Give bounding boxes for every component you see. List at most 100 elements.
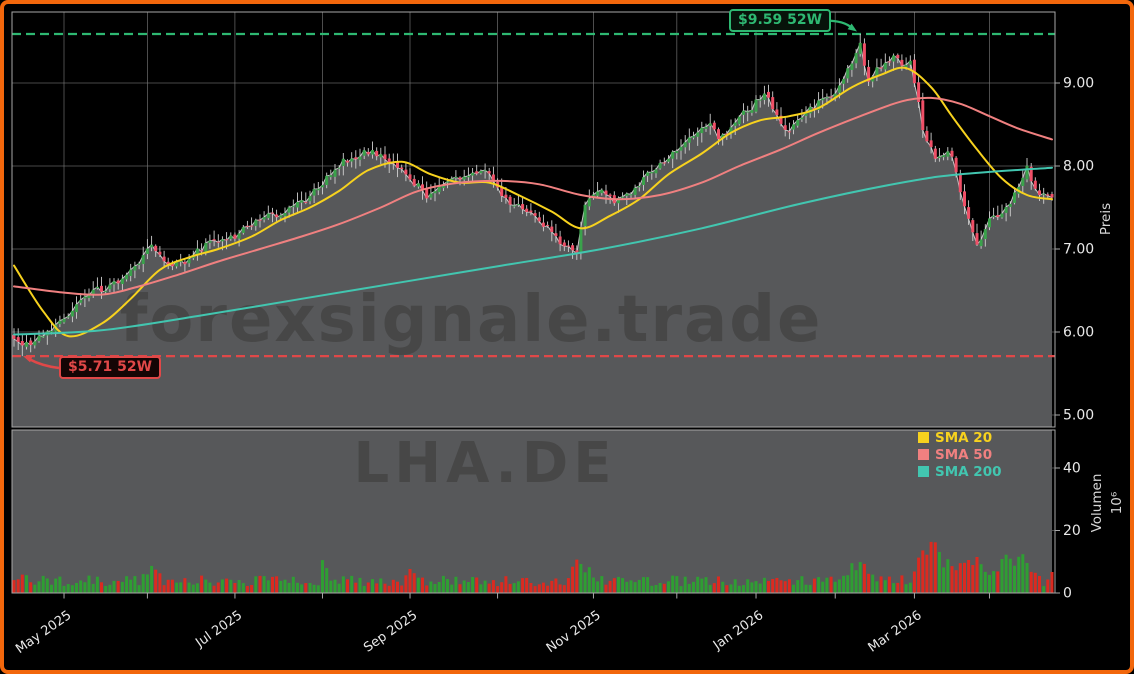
volume-bar <box>70 585 74 593</box>
volume-bar <box>1013 565 1016 593</box>
candle-body <box>896 54 900 59</box>
volume-bar <box>946 559 950 593</box>
volume-bar <box>275 576 279 593</box>
price-tick-label: 5.00 <box>1063 408 1094 424</box>
volume-bar <box>371 579 374 593</box>
volume-bar <box>829 576 833 593</box>
price-tick-label: 8.00 <box>1063 159 1094 175</box>
volume-bar <box>533 586 537 593</box>
volume-bar <box>200 575 204 593</box>
candle-body <box>479 170 483 174</box>
volume-bar <box>16 579 20 593</box>
candle-body <box>525 208 529 212</box>
candle-body <box>946 151 950 157</box>
volume-bar <box>591 577 595 593</box>
volume-bar <box>867 573 871 593</box>
volume-bar <box>354 582 358 593</box>
volume-bar <box>491 580 495 593</box>
candle-body <box>541 222 545 227</box>
volume-bar <box>804 584 808 593</box>
sma20-line <box>13 66 1053 338</box>
candle-body <box>12 334 16 339</box>
volume-bar <box>883 580 887 593</box>
volume-bar <box>229 579 233 593</box>
volume-bar <box>637 579 641 593</box>
candle-body <box>204 242 208 252</box>
candle-body <box>120 278 124 284</box>
sma-lines <box>13 66 1053 338</box>
candle-body <box>1008 203 1012 207</box>
candle-body <box>141 255 145 264</box>
volume-bar <box>454 576 458 593</box>
volume-bar <box>137 585 141 593</box>
volume-bar <box>45 578 49 593</box>
volume-bar <box>108 584 112 593</box>
candle-body <box>62 318 66 323</box>
volume-bar <box>696 576 700 593</box>
candle-body <box>29 340 33 345</box>
price-tick-label: 9.00 <box>1063 76 1094 92</box>
candle-body <box>725 133 729 135</box>
volume-bar <box>162 585 166 593</box>
candle-body <box>366 151 370 155</box>
candle-body <box>308 196 312 202</box>
volume-bar <box>762 577 766 593</box>
candle-body <box>212 239 216 241</box>
candle-body <box>91 289 95 295</box>
candle-body <box>87 295 91 298</box>
candle-body <box>833 93 837 98</box>
candle-body <box>871 76 875 82</box>
volume-bar <box>450 584 454 593</box>
volume-bar <box>104 586 108 593</box>
volume-bar <box>817 577 821 593</box>
candle-body <box>75 304 78 313</box>
volume-bar <box>37 581 41 593</box>
volume-bar <box>358 577 362 593</box>
volume-bar <box>29 582 33 593</box>
volume-bar <box>95 576 99 593</box>
candle-body <box>683 142 687 148</box>
candle-body <box>971 220 975 233</box>
volume-bar <box>583 572 587 593</box>
volume-bar <box>988 574 991 593</box>
candle-body <box>33 341 37 346</box>
high-arrow-head <box>847 23 857 32</box>
candle-body <box>575 250 579 254</box>
candle-body <box>667 158 670 162</box>
candle-body <box>862 43 866 66</box>
volume-bar <box>154 569 158 593</box>
candle-body <box>200 250 204 252</box>
volume-bar <box>20 574 24 593</box>
candle-body <box>671 151 675 159</box>
candle-body <box>621 196 625 198</box>
candle-body <box>287 207 291 213</box>
volume-bar <box>1004 554 1008 593</box>
candle-body <box>83 296 87 299</box>
candle-body <box>779 115 783 124</box>
volume-bar <box>62 585 66 593</box>
candle-body <box>721 134 725 138</box>
volume-bar <box>837 579 841 593</box>
candle-body <box>737 116 741 125</box>
candle-body <box>16 337 20 342</box>
candle-body <box>375 150 379 157</box>
candle-body <box>162 256 166 262</box>
volume-bar <box>66 584 70 593</box>
candle-body <box>679 146 683 151</box>
volume-bar <box>787 579 791 593</box>
volume-bar <box>554 578 558 593</box>
month-tick-label: Sep 2025 <box>361 608 420 656</box>
volume-bar <box>963 562 966 593</box>
candle-body <box>291 205 295 207</box>
candle-body <box>783 125 787 130</box>
candle-body <box>100 285 103 292</box>
volume-bar <box>546 585 550 593</box>
volume-bar <box>258 575 262 593</box>
candle-body <box>708 123 712 126</box>
candle-body <box>483 170 487 172</box>
volume-bar <box>1050 572 1054 593</box>
volume-bar <box>1042 586 1046 593</box>
volume-bar <box>600 576 604 593</box>
candle-body <box>296 202 299 208</box>
volume-panel-frame <box>11 429 1056 594</box>
